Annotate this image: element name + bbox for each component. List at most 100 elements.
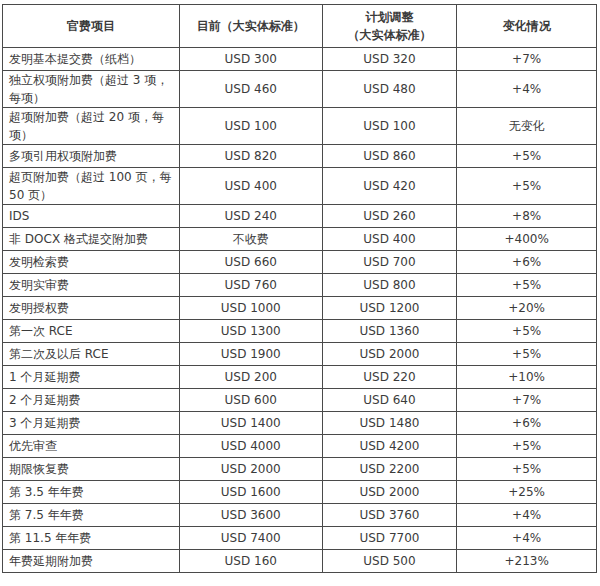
table-row: 超页附加费（超过 100 页，每 50 页）USD 400USD 420+5% [3, 168, 597, 205]
cell-fee-item: 发明检索费 [3, 251, 180, 274]
header-fee-item: 官费项目 [3, 5, 180, 48]
cell-current-fee: USD 760 [179, 274, 322, 297]
cell-fee-item: 发明实审费 [3, 274, 180, 297]
cell-change: +5% [457, 168, 597, 205]
cell-current-fee: USD 400 [179, 168, 322, 205]
cell-change: +6% [457, 251, 597, 274]
table-row: 1 个月延期费USD 200USD 220+10% [3, 366, 597, 389]
cell-change: +25% [457, 481, 597, 504]
cell-current-fee: USD 4000 [179, 435, 322, 458]
cell-change: +10% [457, 366, 597, 389]
cell-fee-item: 年费延期附加费 [3, 550, 180, 573]
cell-change: +7% [457, 48, 597, 71]
cell-fee-item: 第 3.5 年年费 [3, 481, 180, 504]
cell-change: +4% [457, 504, 597, 527]
table-row: 第 3.5 年年费USD 1600USD 2000+25% [3, 481, 597, 504]
cell-planned-fee: USD 2200 [322, 458, 457, 481]
cell-change: +4% [457, 527, 597, 550]
cell-change: +6% [457, 412, 597, 435]
cell-current-fee: USD 200 [179, 366, 322, 389]
cell-planned-fee: USD 1480 [322, 412, 457, 435]
table-row: IDSUSD 240USD 260+8% [3, 205, 597, 228]
table-row: 2 个月延期费USD 600USD 640+7% [3, 389, 597, 412]
cell-planned-fee: USD 4200 [322, 435, 457, 458]
cell-planned-fee: USD 500 [322, 550, 457, 573]
cell-planned-fee: USD 640 [322, 389, 457, 412]
fee-table-body: 发明基本提交费（纸档）USD 300USD 320+7%独立权项附加费（超过 3… [3, 48, 597, 573]
table-row: 期限恢复费USD 2000USD 2200+5% [3, 458, 597, 481]
table-row: 独立权项附加费（超过 3 项，每项）USD 460USD 480+4% [3, 71, 597, 108]
cell-fee-item: 第 7.5 年年费 [3, 504, 180, 527]
table-row: 第 11.5 年年费USD 7400USD 7700+4% [3, 527, 597, 550]
cell-change: 无变化 [457, 108, 597, 145]
cell-planned-fee: USD 100 [322, 108, 457, 145]
table-row: 发明基本提交费（纸档）USD 300USD 320+7% [3, 48, 597, 71]
cell-planned-fee: USD 400 [322, 228, 457, 251]
cell-planned-fee: USD 320 [322, 48, 457, 71]
cell-fee-item: 1 个月延期费 [3, 366, 180, 389]
cell-planned-fee: USD 2000 [322, 481, 457, 504]
cell-fee-item: 独立权项附加费（超过 3 项，每项） [3, 71, 180, 108]
fee-table-container: 官费项目 目前（大实体标准） 计划调整 （大实体标准） 变化情况 发明基本提交费… [0, 0, 600, 573]
cell-current-fee: USD 820 [179, 145, 322, 168]
cell-change: +5% [457, 435, 597, 458]
cell-change: +5% [457, 343, 597, 366]
cell-fee-item: 3 个月延期费 [3, 412, 180, 435]
cell-change: +213% [457, 550, 597, 573]
table-row: 第一次 RCEUSD 1300USD 1360+5% [3, 320, 597, 343]
cell-current-fee: USD 1600 [179, 481, 322, 504]
cell-planned-fee: USD 7700 [322, 527, 457, 550]
table-row: 年费延期附加费USD 160USD 500+213% [3, 550, 597, 573]
cell-fee-item: 超项附加费（超过 20 项，每项） [3, 108, 180, 145]
cell-planned-fee: USD 700 [322, 251, 457, 274]
cell-current-fee: USD 7400 [179, 527, 322, 550]
table-row: 发明检索费USD 660USD 700+6% [3, 251, 597, 274]
table-row: 多项引用权项附加费USD 820USD 860+5% [3, 145, 597, 168]
header-change: 变化情况 [457, 5, 597, 48]
cell-current-fee: USD 2000 [179, 458, 322, 481]
table-row: 优先审查USD 4000USD 4200+5% [3, 435, 597, 458]
header-row: 官费项目 目前（大实体标准） 计划调整 （大实体标准） 变化情况 [3, 5, 597, 48]
cell-planned-fee: USD 260 [322, 205, 457, 228]
cell-fee-item: 期限恢复费 [3, 458, 180, 481]
fee-table-header: 官费项目 目前（大实体标准） 计划调整 （大实体标准） 变化情况 [3, 5, 597, 48]
cell-change: +7% [457, 389, 597, 412]
cell-planned-fee: USD 480 [322, 71, 457, 108]
cell-fee-item: 超页附加费（超过 100 页，每 50 页） [3, 168, 180, 205]
cell-current-fee: USD 1300 [179, 320, 322, 343]
table-row: 超项附加费（超过 20 项，每项）USD 100USD 100无变化 [3, 108, 597, 145]
header-current-fee: 目前（大实体标准） [179, 5, 322, 48]
table-row: 发明授权费USD 1000USD 1200+20% [3, 297, 597, 320]
table-row: 发明实审费USD 760USD 800+5% [3, 274, 597, 297]
cell-planned-fee: USD 800 [322, 274, 457, 297]
cell-planned-fee: USD 860 [322, 145, 457, 168]
cell-change: +4% [457, 71, 597, 108]
cell-fee-item: 2 个月延期费 [3, 389, 180, 412]
cell-planned-fee: USD 220 [322, 366, 457, 389]
cell-fee-item: 第二次及以后 RCE [3, 343, 180, 366]
cell-change: +5% [457, 274, 597, 297]
cell-current-fee: USD 1400 [179, 412, 322, 435]
cell-change: +5% [457, 458, 597, 481]
cell-current-fee: USD 660 [179, 251, 322, 274]
cell-fee-item: 非 DOCX 格式提交附加费 [3, 228, 180, 251]
cell-current-fee: USD 160 [179, 550, 322, 573]
cell-current-fee: 不收费 [179, 228, 322, 251]
cell-fee-item: 发明基本提交费（纸档） [3, 48, 180, 71]
cell-fee-item: IDS [3, 205, 180, 228]
fee-table: 官费项目 目前（大实体标准） 计划调整 （大实体标准） 变化情况 发明基本提交费… [2, 4, 597, 573]
cell-change: +5% [457, 320, 597, 343]
cell-change: +5% [457, 145, 597, 168]
cell-current-fee: USD 3600 [179, 504, 322, 527]
table-row: 非 DOCX 格式提交附加费不收费USD 400+400% [3, 228, 597, 251]
cell-current-fee: USD 1000 [179, 297, 322, 320]
cell-change: +8% [457, 205, 597, 228]
table-row: 第 7.5 年年费USD 3600USD 3760+4% [3, 504, 597, 527]
table-row: 第二次及以后 RCEUSD 1900USD 2000+5% [3, 343, 597, 366]
cell-fee-item: 第 11.5 年年费 [3, 527, 180, 550]
cell-fee-item: 优先审查 [3, 435, 180, 458]
cell-planned-fee: USD 2000 [322, 343, 457, 366]
cell-fee-item: 第一次 RCE [3, 320, 180, 343]
cell-planned-fee: USD 1200 [322, 297, 457, 320]
header-planned-fee: 计划调整 （大实体标准） [322, 5, 457, 48]
